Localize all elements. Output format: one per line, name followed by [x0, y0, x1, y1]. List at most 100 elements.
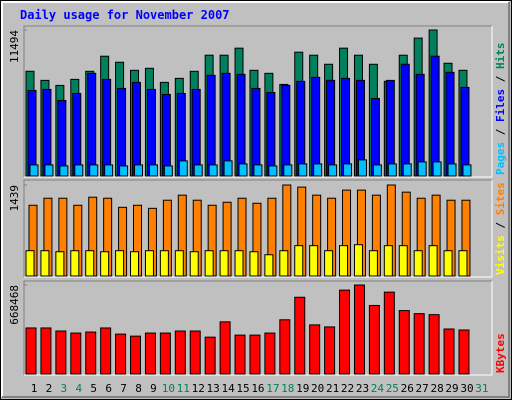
- bar: [219, 250, 229, 277]
- bar: [324, 250, 334, 277]
- bar: [144, 250, 154, 277]
- bar: [311, 76, 321, 177]
- x-tick-label: 25: [386, 382, 399, 395]
- bar: [281, 84, 291, 177]
- bar: [25, 250, 35, 277]
- bar: [234, 334, 246, 375]
- panel-bevel-dark: [23, 280, 492, 375]
- bar: [339, 245, 349, 277]
- legend: Visits / Sites: [494, 182, 507, 275]
- bar: [253, 164, 263, 177]
- bar: [428, 314, 440, 375]
- bar: [458, 250, 468, 277]
- bar: [383, 245, 393, 277]
- bar: [443, 250, 453, 277]
- bar: [146, 88, 156, 177]
- x-tick-label: 3: [61, 382, 68, 395]
- bar: [353, 244, 363, 277]
- bar: [236, 73, 246, 177]
- x-tick-label: 7: [120, 382, 127, 395]
- x-tick-label: 9: [150, 382, 157, 395]
- bar: [70, 332, 82, 375]
- x-tick-label: 15: [236, 382, 249, 395]
- y-tick-label: 1439: [8, 185, 21, 212]
- bar: [279, 319, 291, 375]
- bar: [27, 89, 37, 177]
- legend-separator: /: [494, 122, 507, 142]
- bar: [313, 163, 323, 177]
- bar: [191, 88, 201, 177]
- bar: [55, 251, 65, 277]
- bar: [161, 93, 171, 177]
- bar: [309, 245, 319, 277]
- bar: [415, 73, 425, 177]
- bar: [398, 310, 410, 375]
- x-tick-label: 22: [341, 382, 354, 395]
- x-tick-label: 30: [460, 382, 473, 395]
- bar: [266, 91, 276, 177]
- x-tick-label: 14: [221, 382, 235, 395]
- bar: [339, 289, 351, 375]
- bar: [413, 250, 423, 277]
- bar: [298, 163, 308, 177]
- bar: [130, 335, 142, 375]
- bar: [115, 333, 127, 375]
- bar: [44, 164, 54, 177]
- bar: [100, 251, 110, 277]
- x-tick-label: 21: [326, 382, 339, 395]
- legend-entry: Pages: [494, 142, 507, 175]
- x-tick-label: 11: [177, 382, 190, 395]
- x-tick-label: 26: [401, 382, 414, 395]
- x-tick-label: 2: [46, 382, 53, 395]
- bar: [251, 87, 261, 177]
- x-tick-label: 8: [135, 382, 142, 395]
- x-tick-label: 19: [296, 382, 309, 395]
- bar: [324, 326, 336, 375]
- bar: [309, 324, 321, 375]
- bar: [249, 251, 259, 277]
- bar: [413, 313, 425, 375]
- x-tick-label: 29: [445, 382, 458, 395]
- bar: [428, 245, 438, 277]
- bar: [102, 78, 112, 177]
- bar: [294, 245, 304, 277]
- bar: [132, 81, 142, 177]
- bar: [204, 336, 216, 375]
- bar: [417, 161, 427, 177]
- x-tick-label: 28: [430, 382, 443, 395]
- panel-bevel-dark: [23, 25, 492, 177]
- bar: [130, 251, 140, 277]
- panel-bevel-light: [24, 26, 493, 178]
- legend: KBytes: [494, 333, 507, 373]
- panel-bevel-light: [24, 180, 493, 278]
- y-tick-label: 668468: [8, 285, 21, 325]
- bar: [283, 164, 293, 177]
- legend-separator: /: [494, 69, 507, 89]
- bar: [430, 55, 440, 177]
- bar: [204, 250, 214, 277]
- y-tick-label: 11494: [8, 30, 21, 63]
- legend-entry: Visits: [494, 235, 507, 275]
- bar: [174, 250, 184, 277]
- bar: [29, 164, 39, 177]
- bar: [174, 330, 186, 375]
- bar: [383, 291, 395, 375]
- bar: [234, 250, 244, 277]
- bar: [400, 63, 410, 177]
- x-tick-label: 31: [475, 382, 488, 395]
- bar: [40, 327, 52, 375]
- x-tick-label: 4: [75, 382, 82, 395]
- x-tick-label: 17: [266, 382, 279, 395]
- bar: [387, 163, 397, 177]
- bar: [432, 161, 442, 177]
- bar: [223, 160, 233, 177]
- bar: [189, 251, 199, 277]
- x-tick-label: 18: [281, 382, 294, 395]
- x-tick-label: 16: [251, 382, 264, 395]
- legend-entry: Files: [494, 89, 507, 122]
- bar: [385, 79, 395, 177]
- bar: [59, 165, 69, 177]
- x-tick-label: 12: [192, 382, 205, 395]
